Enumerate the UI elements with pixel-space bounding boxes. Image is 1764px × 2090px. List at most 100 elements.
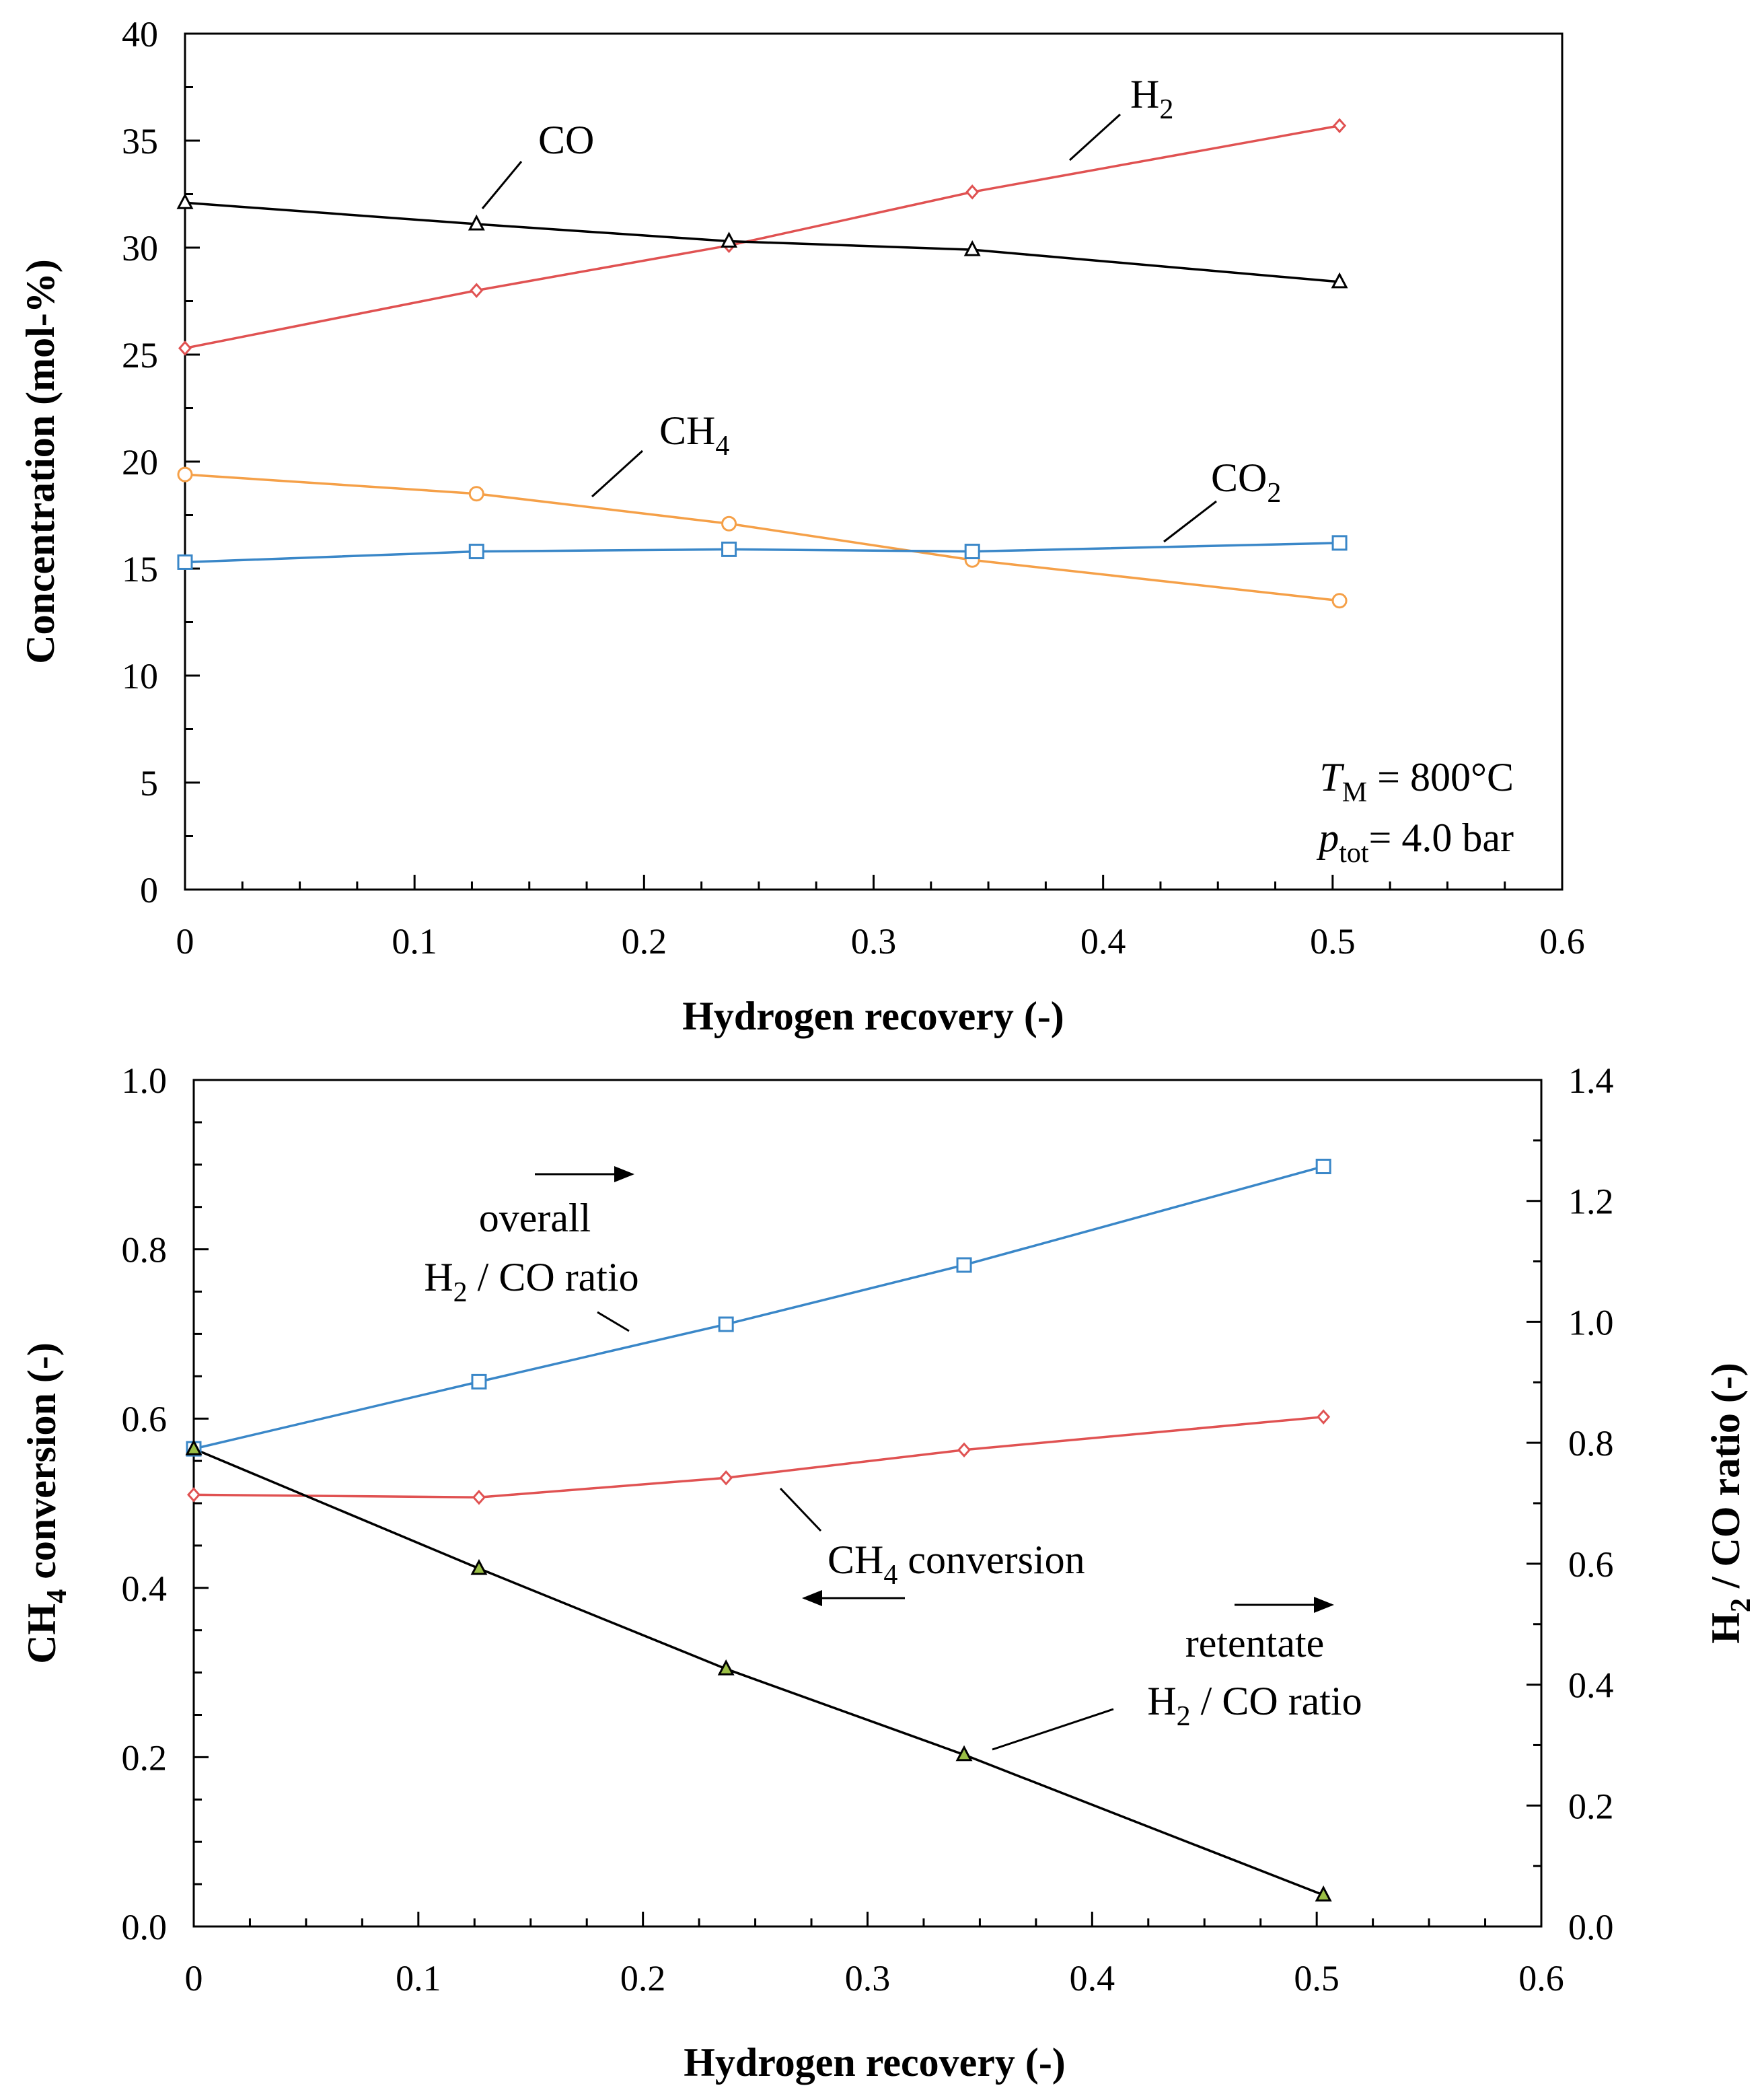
data-point-h2 bbox=[178, 340, 192, 356]
y-tick-label-left: 0.4 bbox=[122, 1569, 168, 1609]
x-tick-label-top: 0.3 bbox=[851, 921, 897, 962]
y-tick-label-left: 0.8 bbox=[122, 1230, 168, 1270]
data-point-co bbox=[963, 240, 981, 256]
x-tick-label-bottom: 0.4 bbox=[1070, 1958, 1115, 1998]
label-overall-line1: overall bbox=[479, 1196, 591, 1240]
x-tick-label-bottom: 0 bbox=[185, 1958, 203, 1998]
y-tick-label-top: 20 bbox=[122, 442, 158, 482]
condition-pressure: ptot= 4.0 bar bbox=[1316, 816, 1514, 869]
leader-retentate bbox=[992, 1708, 1114, 1751]
data-point-retentate-h2-co-ratio bbox=[955, 1745, 973, 1762]
data-point-co bbox=[721, 231, 738, 248]
x-tick-label-bottom: 0.6 bbox=[1518, 1958, 1564, 1998]
leader-h2 bbox=[1068, 113, 1122, 161]
label-conversion: CH4 conversion bbox=[828, 1538, 1085, 1591]
y-tick-label-top: 25 bbox=[122, 335, 158, 375]
data-point-h2 bbox=[470, 283, 484, 298]
series-line-retentate-h2-co-ratio bbox=[193, 1447, 1324, 1896]
data-point-ch4 bbox=[468, 486, 484, 502]
y-tick-label-top: 0 bbox=[140, 870, 158, 910]
leader-conversion bbox=[779, 1487, 822, 1532]
y-axis-ticks-left: 0.0 0.2 0.4 0.6 0.8 1.0 bbox=[122, 1060, 209, 1947]
x-tick-label-top: 0 bbox=[176, 921, 194, 962]
y-tick-label-top: 30 bbox=[122, 228, 158, 268]
y-tick-label-left: 0.6 bbox=[122, 1399, 168, 1439]
series-line-ch4-conversion bbox=[193, 1415, 1324, 1499]
data-point-co2 bbox=[721, 541, 737, 557]
y-axis-label-top: Concentration (mol-%) bbox=[18, 259, 63, 664]
leader-ch4 bbox=[591, 449, 644, 498]
data-point-ch4 bbox=[177, 466, 193, 482]
y-tick-label-right: 0.4 bbox=[1568, 1665, 1614, 1706]
data-point-ch4-conversion bbox=[957, 1442, 971, 1458]
y-tick-label-left: 1.0 bbox=[122, 1060, 168, 1101]
y-tick-label-top: 5 bbox=[140, 763, 158, 803]
data-point-co bbox=[468, 214, 485, 231]
data-point-co2 bbox=[468, 544, 484, 560]
series-line-ch4 bbox=[184, 473, 1340, 602]
data-point-ch4-conversion bbox=[186, 1487, 201, 1503]
data-point-h2 bbox=[1333, 118, 1347, 133]
y-tick-label-right: 1.0 bbox=[1568, 1302, 1614, 1342]
data-point-co bbox=[1331, 272, 1348, 289]
series-line-h2 bbox=[184, 124, 1340, 350]
series-lines-top bbox=[184, 124, 1340, 602]
x-tick-label-top: 0.1 bbox=[392, 921, 437, 962]
x-tick-label-top: 0.6 bbox=[1539, 921, 1585, 962]
leader-co2 bbox=[1163, 500, 1217, 543]
x-tick-label-top: 0.4 bbox=[1080, 921, 1126, 962]
x-tick-label-bottom: 0.5 bbox=[1294, 1958, 1339, 1998]
data-point-ch4-conversion bbox=[472, 1489, 486, 1505]
label-overall-line2: H2 / CO ratio bbox=[424, 1255, 638, 1308]
x-tick-label-top: 0.5 bbox=[1310, 921, 1356, 962]
concentration-chart: 0 0.1 0.2 0.3 0.4 0.5 0.6 0 5 10 15 20 25 30 35 40 Hyd… bbox=[18, 14, 1585, 1038]
data-point-overall-h2-co-ratio bbox=[471, 1373, 487, 1390]
series-markers-top bbox=[176, 118, 1348, 609]
x-axis-label-top: Hydrogen recovery (-) bbox=[682, 994, 1064, 1038]
plot-frame-bottom bbox=[192, 1079, 1543, 1928]
label-retentate-line1: retentate bbox=[1185, 1621, 1325, 1665]
data-point-co2 bbox=[1331, 535, 1348, 551]
series-markers-bottom bbox=[185, 1158, 1332, 1902]
data-point-overall-h2-co-ratio bbox=[718, 1316, 734, 1332]
y-tick-label-right: 0.2 bbox=[1568, 1786, 1614, 1826]
label-co2: CO2 bbox=[1211, 456, 1281, 509]
x-axis-label-bottom: Hydrogen recovery (-) bbox=[684, 2040, 1066, 2085]
y-tick-label-left: 0.0 bbox=[122, 1907, 168, 1947]
data-point-ch4-conversion bbox=[1317, 1409, 1331, 1425]
y-tick-label-left: 0.2 bbox=[122, 1737, 168, 1778]
x-tick-label-bottom: 0.3 bbox=[845, 1958, 891, 1998]
series-lines-bottom bbox=[193, 1165, 1324, 1896]
y-axis-label-left: CH4 conversion (-) bbox=[20, 1342, 73, 1664]
data-point-ch4 bbox=[721, 515, 737, 532]
y-axis-ticks-right: 0.0 0.2 0.4 0.6 0.8 1.0 1.2 1.4 bbox=[1527, 1060, 1614, 1947]
y-tick-label-right: 1.2 bbox=[1568, 1182, 1614, 1222]
y-tick-label-top: 10 bbox=[122, 656, 158, 696]
x-axis-ticks-bottom: 0 0.1 0.2 0.3 0.4 0.5 0.6 bbox=[185, 1912, 1564, 1998]
data-point-ch4-conversion bbox=[719, 1470, 733, 1486]
data-point-overall-h2-co-ratio bbox=[956, 1257, 972, 1273]
series-line-co bbox=[184, 201, 1340, 283]
label-retentate-line2: H2 / CO ratio bbox=[1147, 1679, 1362, 1732]
x-tick-label-top: 0.2 bbox=[622, 921, 667, 962]
y-tick-label-top: 15 bbox=[122, 549, 158, 589]
series-line-overall-h2-co-ratio bbox=[193, 1165, 1324, 1450]
data-point-co2 bbox=[964, 544, 980, 560]
series-line-co2 bbox=[184, 542, 1340, 564]
y-tick-label-right: 0.0 bbox=[1568, 1907, 1614, 1947]
y-tick-label-right: 0.8 bbox=[1568, 1423, 1614, 1464]
label-ch4: CH4 bbox=[659, 408, 729, 462]
data-point-h2 bbox=[965, 184, 980, 200]
y-axis-ticks-top: 0 5 10 15 20 25 30 35 40 bbox=[122, 14, 200, 910]
label-h2: H2 bbox=[1130, 72, 1173, 125]
x-tick-label-bottom: 0.1 bbox=[396, 1958, 441, 1998]
y-tick-label-right: 0.6 bbox=[1568, 1544, 1614, 1585]
y-axis-label-right: H2 / CO ratio (-) bbox=[1703, 1363, 1757, 1644]
y-tick-label-top: 40 bbox=[122, 14, 158, 55]
label-co: CO bbox=[538, 118, 594, 162]
data-point-co bbox=[176, 192, 194, 209]
y-tick-label-right: 1.4 bbox=[1568, 1060, 1614, 1101]
leader-co bbox=[481, 161, 523, 209]
condition-temperature: TM = 800°C bbox=[1319, 755, 1514, 808]
